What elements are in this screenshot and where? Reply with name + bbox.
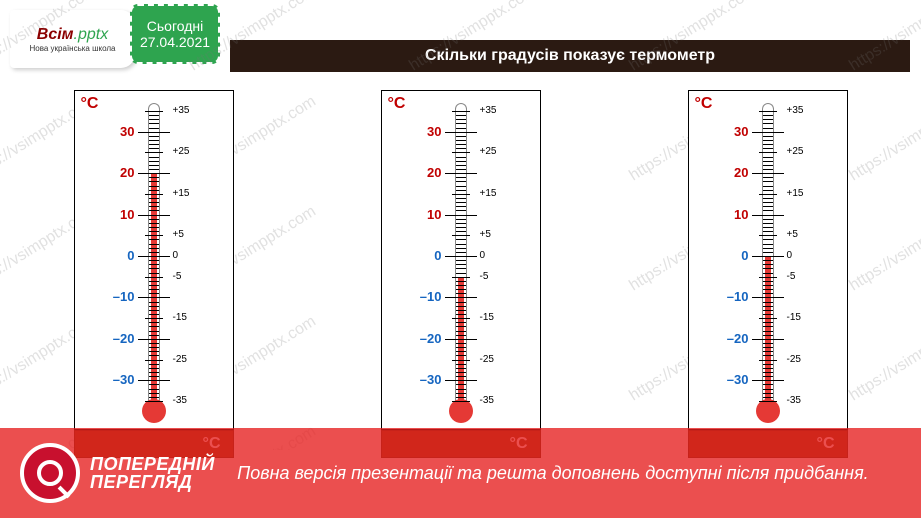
scale-label: –20 xyxy=(402,331,442,346)
thermometer-body: °C3020100–10–20–30+35+25+15+50-5-15-25-3… xyxy=(74,90,234,430)
scale-label-minor: +35 xyxy=(787,105,804,116)
date-value: 27.04.2021 xyxy=(140,34,210,50)
scale-label: –10 xyxy=(402,289,442,304)
scale-label-minor: +15 xyxy=(480,188,497,199)
thermometer: °C3020100–10–20–30+35+25+15+50-5-15-25-3… xyxy=(74,90,234,458)
scale-label-minor: +15 xyxy=(173,188,190,199)
preview-line2: ПЕРЕГЛЯД xyxy=(90,473,215,491)
scale-label: 30 xyxy=(95,124,135,139)
scale-labels-left: 30 20 10 0 –10 –20 –30 xyxy=(95,111,135,401)
thermometers-row: °C3020100–10–20–30+35+25+15+50-5-15-25-3… xyxy=(0,90,921,458)
scale-label-minor: -5 xyxy=(787,271,796,282)
scale-label: –10 xyxy=(709,289,749,304)
scale-label: 10 xyxy=(402,207,442,222)
scale-label-minor: -5 xyxy=(480,271,489,282)
scale-label-minor: +5 xyxy=(173,229,184,240)
scale-label: –10 xyxy=(95,289,135,304)
scale-label: –30 xyxy=(709,372,749,387)
scale-label-minor: 0 xyxy=(173,250,179,261)
brand-subtitle: Нова українська школа xyxy=(29,44,115,53)
brand-prefix: Всім xyxy=(37,26,74,43)
preview-button[interactable]: ПОПЕРЕДНІЙ ПЕРЕГЛЯД xyxy=(20,443,215,503)
scale-label-minor: -35 xyxy=(787,395,801,406)
scale-label-minor: -35 xyxy=(480,395,494,406)
scale-label-minor: -15 xyxy=(173,312,187,323)
brand-suffix: .pptx xyxy=(74,26,109,43)
scale-labels-right: +35+25+15+50-5-15-25-35 xyxy=(173,111,213,401)
scale-label-minor: -15 xyxy=(480,312,494,323)
scale-labels-left: 30 20 10 0 –10 –20 –30 xyxy=(402,111,442,401)
preview-line1: ПОПЕРЕДНІЙ xyxy=(90,455,215,473)
scale-label-minor: +5 xyxy=(480,229,491,240)
scale-label: 0 xyxy=(402,248,442,263)
scale-label-minor: +25 xyxy=(173,146,190,157)
scale-label-minor: -25 xyxy=(173,354,187,365)
scale-label-minor: -5 xyxy=(173,271,182,282)
scale-label-minor: 0 xyxy=(787,250,793,261)
thermometer-bulb xyxy=(756,399,780,423)
scale-label: –20 xyxy=(95,331,135,346)
scale-label-minor: +15 xyxy=(787,188,804,199)
scale-label-minor: +25 xyxy=(480,146,497,157)
thermometer: °C3020100–10–20–30+35+25+15+50-5-15-25-3… xyxy=(381,90,541,458)
scale-label-minor: +35 xyxy=(173,105,190,116)
slide-title: Скільки градусів показує термометр xyxy=(230,40,910,72)
brand-logo: Всім.pptx Нова українська школа xyxy=(10,10,135,68)
scale-label: 0 xyxy=(95,248,135,263)
scale-label: 30 xyxy=(402,124,442,139)
scale-label-minor: 0 xyxy=(480,250,486,261)
scale-label: 10 xyxy=(709,207,749,222)
scale-label: 20 xyxy=(95,165,135,180)
scale-label: 20 xyxy=(709,165,749,180)
scale-label-minor: -25 xyxy=(787,354,801,365)
thermometer-body: °C3020100–10–20–30+35+25+15+50-5-15-25-3… xyxy=(381,90,541,430)
scale-label: 30 xyxy=(709,124,749,139)
scale-label: –30 xyxy=(95,372,135,387)
date-badge: Сьогодні 27.04.2021 xyxy=(130,4,220,64)
scale-label-minor: -15 xyxy=(787,312,801,323)
scale-label: 0 xyxy=(709,248,749,263)
scale-label-minor: +5 xyxy=(787,229,798,240)
magnifier-icon xyxy=(20,443,80,503)
brand-name: Всім.pptx xyxy=(37,26,108,44)
scale-labels-right: +35+25+15+50-5-15-25-35 xyxy=(480,111,520,401)
overlay-message: Повна версія презентації та решта доповн… xyxy=(215,463,921,484)
preview-overlay: ПОПЕРЕДНІЙ ПЕРЕГЛЯД Повна версія презент… xyxy=(0,428,921,518)
scale-label: 20 xyxy=(402,165,442,180)
scale-label: –20 xyxy=(709,331,749,346)
thermometer-bulb xyxy=(449,399,473,423)
slide-title-text: Скільки градусів показує термометр xyxy=(425,47,715,65)
scale-label-minor: -35 xyxy=(173,395,187,406)
scale-label-minor: +35 xyxy=(480,105,497,116)
preview-label: ПОПЕРЕДНІЙ ПЕРЕГЛЯД xyxy=(90,455,215,491)
thermometer-bulb xyxy=(142,399,166,423)
scale-label-minor: -25 xyxy=(480,354,494,365)
scale-label-minor: +25 xyxy=(787,146,804,157)
scale-labels-left: 30 20 10 0 –10 –20 –30 xyxy=(709,111,749,401)
scale-labels-right: +35+25+15+50-5-15-25-35 xyxy=(787,111,827,401)
date-label: Сьогодні xyxy=(147,18,203,34)
thermometer: °C3020100–10–20–30+35+25+15+50-5-15-25-3… xyxy=(688,90,848,458)
scale-label: –30 xyxy=(402,372,442,387)
scale-label: 10 xyxy=(95,207,135,222)
thermometer-body: °C3020100–10–20–30+35+25+15+50-5-15-25-3… xyxy=(688,90,848,430)
